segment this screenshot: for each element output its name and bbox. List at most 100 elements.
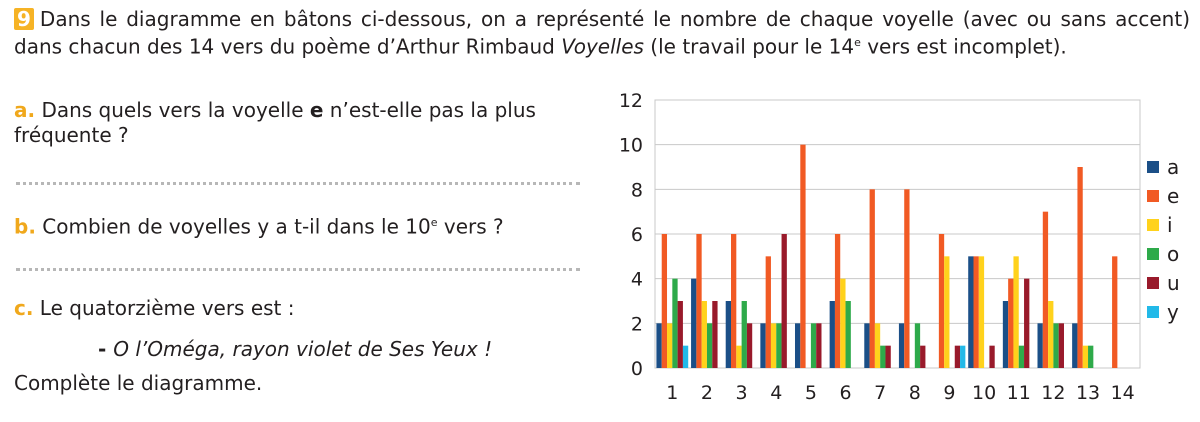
bar-e-vers-11 [1008,278,1014,368]
poem-title: Voyelles [561,34,644,59]
legend-swatch-o [1147,248,1159,260]
bar-i-vers-12 [1048,301,1054,368]
bar-o-vers-1 [672,278,678,368]
answer-line-b[interactable] [16,268,580,271]
bar-o-vers-2 [706,323,713,368]
question-a-text-1: Dans quels vers la voyelle [35,98,310,122]
legend-swatch-u [1147,277,1159,289]
x-tick-label: 6 [839,382,851,404]
bar-e-vers-10 [973,256,979,368]
bar-o-vers-6 [845,301,851,368]
bar-u-vers-3 [746,323,753,368]
bar-o-vers-7 [880,345,886,368]
legend-swatch-y [1147,306,1159,318]
intro-text-2: (le travail pour le 14 [643,34,855,59]
question-a: a. Dans quels vers la voyelle e n’est-el… [14,98,584,148]
x-tick-label: 10 [972,382,996,404]
bar-e-vers-8 [904,189,910,368]
question-c-letter: c. [14,296,34,320]
x-tick-label: 7 [874,382,886,404]
bar-e-vers-5 [800,144,806,368]
y-tick-label: 4 [631,269,643,291]
bar-a-vers-5 [794,323,801,368]
verse-text: O l’Oméga, rayon violet de Ses Yeux ! [113,337,493,361]
bar-e-vers-12 [1042,211,1049,368]
bar-e-vers-4 [765,256,771,368]
bar-u-vers-7 [885,345,891,368]
bar-e-vers-13 [1077,167,1083,368]
bar-e-vers-2 [696,234,702,368]
bar-i-vers-4 [770,323,777,368]
bar-o-vers-8 [914,323,921,368]
bar-o-vers-12 [1053,323,1059,368]
exercise-number: 9 [14,8,34,30]
bar-u-vers-1 [677,301,683,368]
bar-a-vers-13 [1072,323,1078,368]
bar-u-vers-4 [781,234,787,368]
exercise-intro: 9 Dans le diagramme en bâtons ci-dessous,… [14,8,1190,59]
bar-a-vers-12 [1037,323,1043,368]
verse-dash: - [98,337,114,361]
bar-e-vers-3 [731,234,737,368]
bar-a-vers-8 [898,323,905,368]
bar-i-vers-13 [1082,345,1089,368]
legend-label-a: a [1167,155,1179,179]
bar-u-vers-8 [920,345,926,368]
bar-o-vers-11 [1018,345,1025,368]
x-tick-label: 12 [1041,382,1065,404]
bar-u-vers-12 [1058,323,1064,368]
x-tick-label: 9 [943,382,955,404]
bar-o-vers-4 [776,323,782,368]
y-tick-label: 10 [619,135,643,157]
bar-i-vers-11 [1013,256,1019,368]
question-a-bold: e [309,98,324,122]
bar-i-vers-6 [840,278,846,368]
question-b-letter: b. [14,214,36,239]
legend-swatch-e [1147,190,1159,202]
y-tick-label: 2 [631,313,643,335]
bar-u-vers-10 [989,345,995,368]
bar-a-vers-2 [691,278,697,368]
bar-e-vers-14 [1112,256,1118,368]
intro-text-1: Dans le diagramme en bâtons ci-dessous, … [14,7,1190,59]
question-a-text-2: n’est-elle pas la plus fréquente ? [14,98,536,147]
bar-e-vers-6 [834,234,841,368]
legend-label-u: u [1167,271,1180,295]
question-b-text-1: Combien de voyelles y a t-il dans le 10 [35,214,431,239]
question-b-text-2: vers ? [437,214,504,239]
x-tick-label: 4 [770,382,782,404]
bar-a-vers-3 [725,301,732,368]
question-c-text: Le quatorzième vers est : [33,296,295,320]
x-tick-label: 5 [805,382,817,404]
intro-text-3: vers est incomplet). [860,34,1067,59]
x-tick-label: 11 [1007,382,1031,404]
x-tick-label: 1 [666,382,678,404]
bar-a-vers-1 [656,323,662,368]
final-instruction: Complète le diagramme. [14,371,263,395]
legend-swatch-a [1147,161,1159,173]
bar-e-vers-1 [661,234,668,368]
legend-label-y: y [1167,300,1179,324]
bar-y-vers-1 [682,345,689,368]
bar-i-vers-2 [701,301,707,368]
x-tick-label: 14 [1111,382,1135,404]
bar-o-vers-3 [741,301,747,368]
question-b: b. Combien de voyelles y a t-il dans le … [14,210,584,240]
bar-y-vers-9 [960,345,966,368]
legend-label-e: e [1167,184,1179,208]
bar-i-vers-3 [736,345,742,368]
bar-i-vers-10 [978,256,985,368]
legend-swatch-i [1147,219,1159,231]
y-tick-label: 12 [619,90,643,112]
x-tick-label: 3 [736,382,748,404]
x-tick-label: 13 [1076,382,1100,404]
bar-u-vers-11 [1024,278,1030,368]
bar-i-vers-7 [874,323,881,368]
bar-i-vers-1 [667,323,673,368]
verse-14: - O l’Oméga, rayon violet de Ses Yeux ! [98,337,492,361]
question-a-letter: a. [14,98,36,122]
x-tick-label: 8 [909,382,921,404]
y-tick-label: 0 [631,358,643,380]
answer-line-a[interactable] [16,182,580,185]
